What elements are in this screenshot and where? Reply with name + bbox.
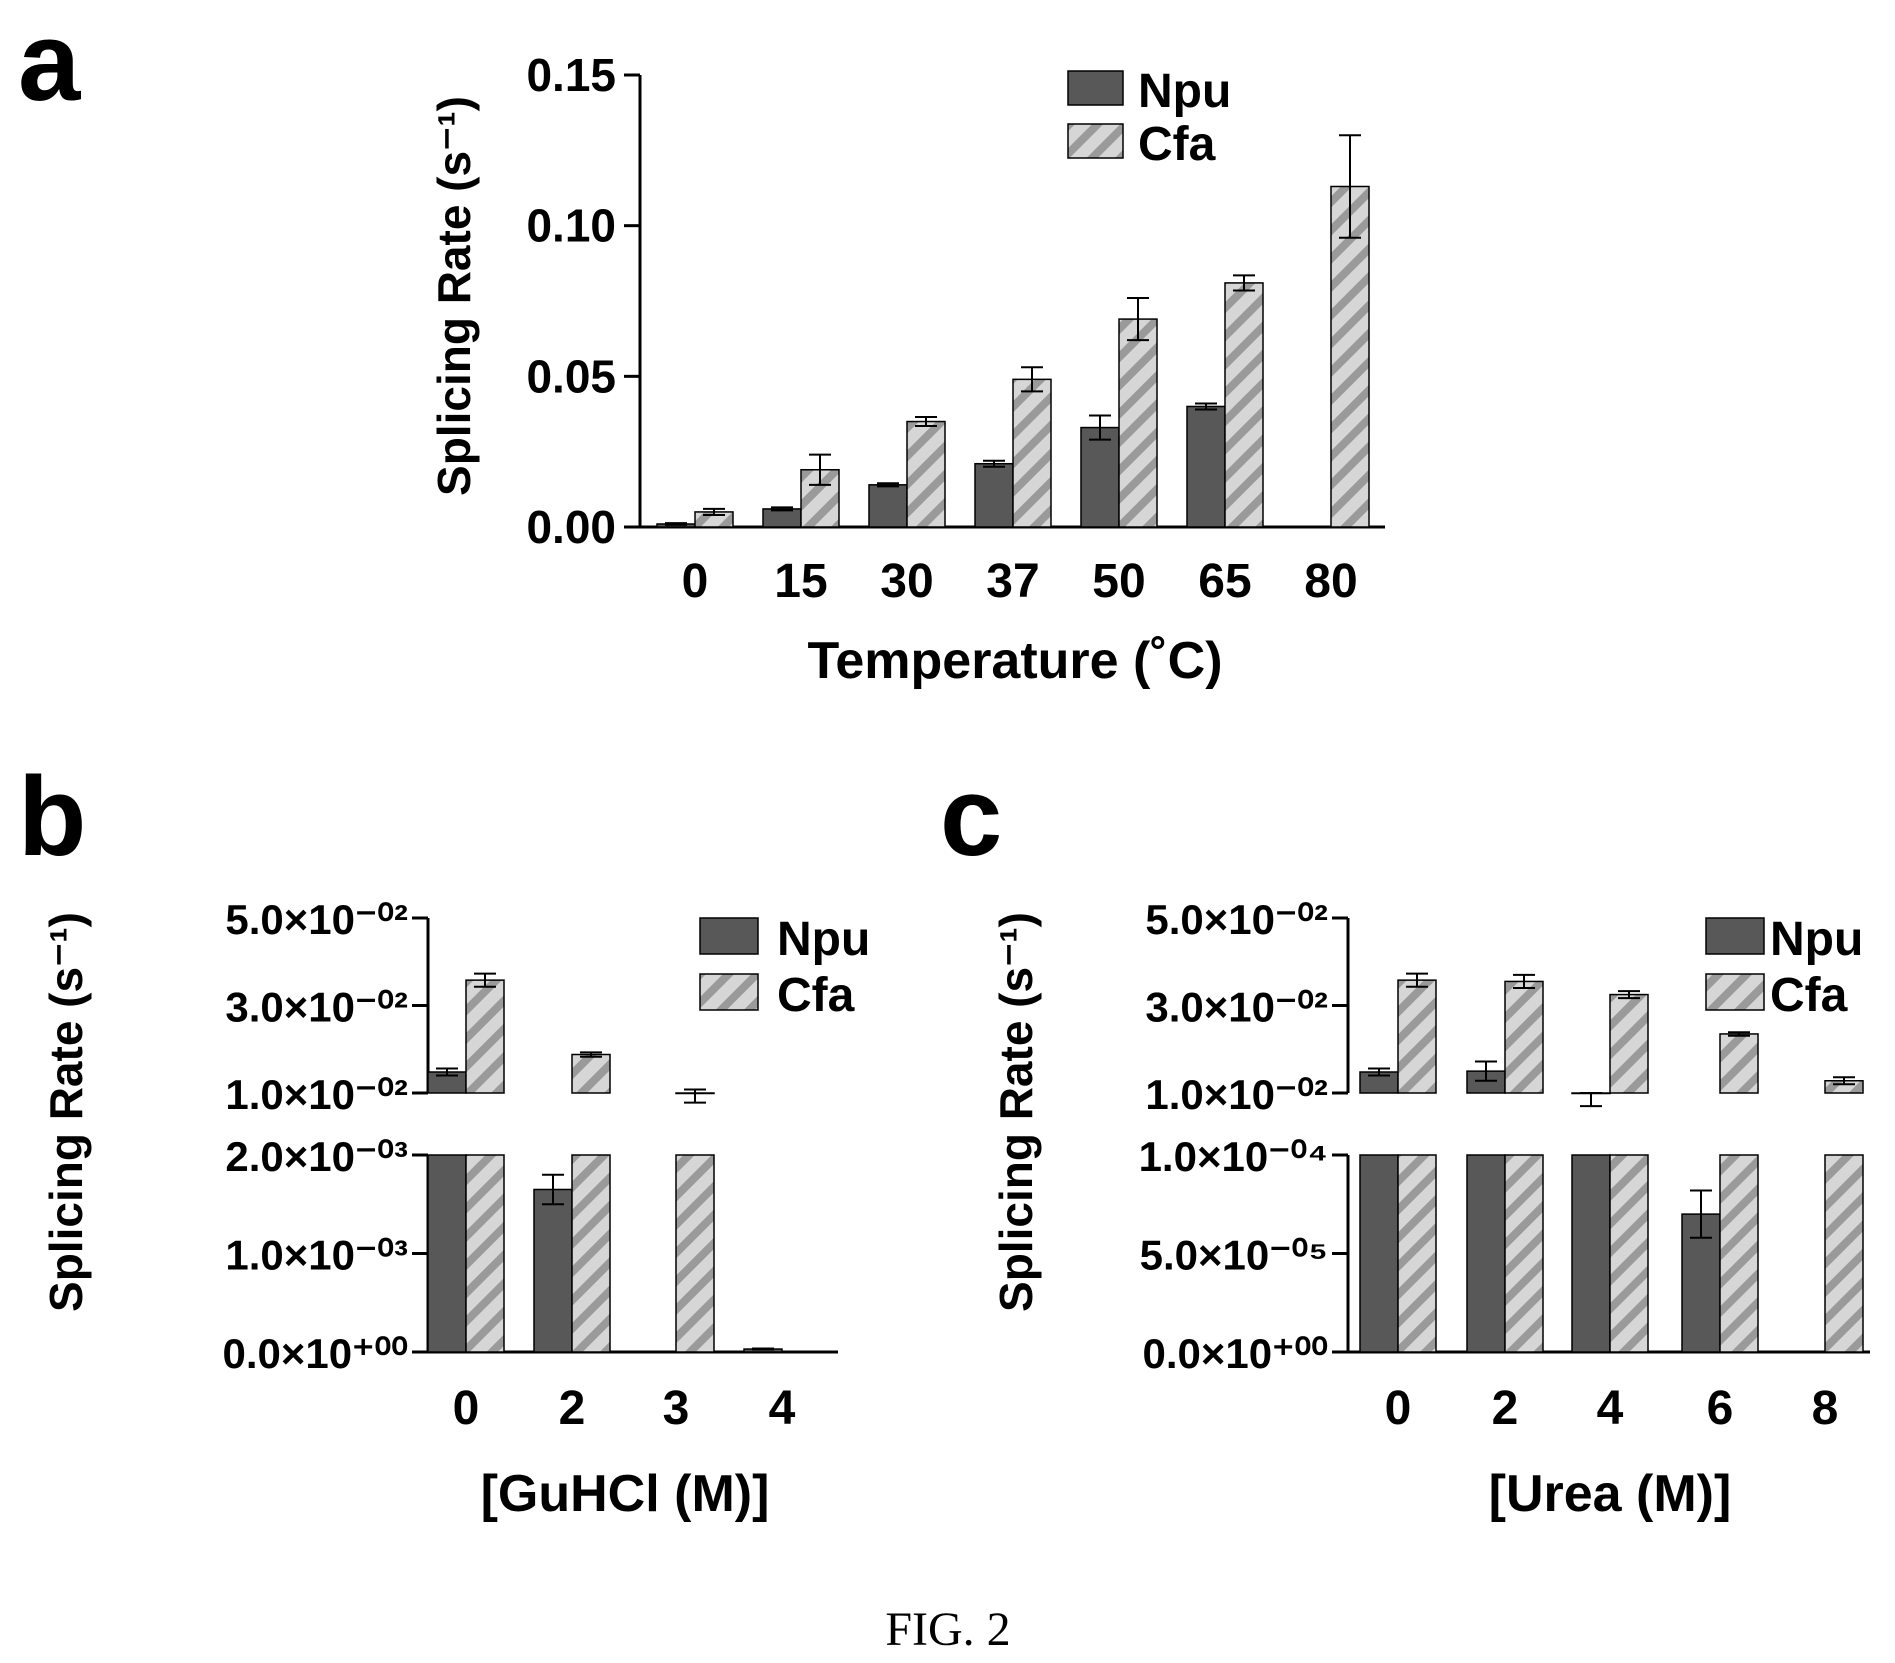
bar-lower-cfa-c (1397, 1154, 1437, 1353)
bar-lower-cfa-c (1609, 1154, 1649, 1353)
bar-lower-cfa-c (1719, 1154, 1759, 1353)
chart-panel-a: Splicing Rate (s⁻¹) Temperature (˚C) Npu… (428, 49, 1385, 690)
y-tick-label-a: 0.15 (526, 49, 616, 101)
legend-swatch-cfa (699, 973, 759, 1011)
y-tick-label-lower-c: 5.0×10⁻⁰⁵ (1140, 1232, 1328, 1279)
panel-letter-b: b (18, 754, 86, 879)
x-tick-label-a: 0 (682, 555, 709, 608)
x-axis-label-b: [GuHCl (M)] (481, 1465, 770, 1523)
legend-swatch-npu (1067, 70, 1124, 106)
x-tick-label-b: 3 (663, 1382, 690, 1435)
y-tick-label-a: 0.10 (526, 200, 616, 252)
bar-upper-cfa-c (1504, 980, 1544, 1094)
y-tick-label-upper-c: 3.0×10⁻⁰² (1145, 984, 1328, 1031)
bar-npu-a (974, 462, 1014, 528)
legend-swatch-cfa (1705, 973, 1765, 1011)
legend-label-cfa: Cfa (1770, 969, 1848, 1022)
y-tick-label-upper-c: 1.0×10⁻⁰² (1145, 1071, 1328, 1118)
x-tick-label-a: 80 (1304, 555, 1357, 608)
bar-lower-npu-b (427, 1154, 467, 1353)
bar-cfa-a (1118, 318, 1158, 528)
bar-upper-cfa-b (571, 1053, 611, 1094)
panel-letter-c: c (940, 754, 1002, 879)
x-tick-label-c: 2 (1492, 1382, 1519, 1435)
bar-cfa-a (1012, 378, 1052, 528)
y-axis-label-a: Splicing Rate (s⁻¹) (428, 96, 480, 496)
x-tick-label-a: 37 (986, 555, 1039, 608)
legend-swatch-cfa (1067, 123, 1124, 159)
legend-a: Npu Cfa (1067, 65, 1231, 171)
y-tick-label-upper-b: 3.0×10⁻⁰² (225, 984, 408, 1031)
y-tick-label-lower-b: 1.0×10⁻⁰³ (225, 1232, 408, 1279)
legend-swatch-npu (1705, 917, 1765, 955)
legend-label-npu: Npu (777, 913, 870, 966)
y-tick-label-lower-c: 1.0×10⁻⁰⁴ (1139, 1133, 1328, 1180)
legend-label-npu: Npu (1138, 65, 1231, 118)
bar-lower-npu-c (1571, 1154, 1611, 1353)
chart-panel-c: Splicing Rate (s⁻¹) [Urea (M)] Npu Cfa 1… (990, 896, 1870, 1523)
bar-npu-a (1080, 426, 1120, 528)
y-tick-label-lower-c: 0.0×10⁺⁰⁰ (1143, 1330, 1329, 1377)
x-tick-label-c: 6 (1707, 1382, 1734, 1435)
bar-cfa-a (906, 420, 946, 528)
bar-lower-npu-c (1466, 1154, 1506, 1353)
x-tick-label-a: 50 (1092, 555, 1145, 608)
legend-c: Npu Cfa (1705, 913, 1863, 1022)
y-tick-label-upper-b: 5.0×10⁻⁰² (225, 896, 408, 943)
x-tick-label-b: 0 (453, 1382, 480, 1435)
x-tick-label-a: 15 (774, 555, 827, 608)
bar-lower-cfa-b (465, 1154, 505, 1353)
bar-npu-a (868, 484, 908, 528)
x-tick-label-c: 8 (1812, 1382, 1839, 1435)
y-tick-label-upper-c: 5.0×10⁻⁰² (1145, 896, 1328, 943)
bar-lower-cfa-b (675, 1154, 715, 1353)
bar-upper-cfa-b (465, 979, 505, 1094)
bar-npu-a (1186, 405, 1226, 528)
legend-label-cfa: Cfa (777, 969, 855, 1022)
bar-upper-cfa-c (1719, 1033, 1759, 1094)
x-axis-label-a: Temperature (˚C) (807, 632, 1222, 690)
x-tick-label-b: 2 (559, 1382, 586, 1435)
y-axis-label-b: Splicing Rate (s⁻¹) (40, 912, 92, 1312)
y-tick-label-lower-b: 0.0×10⁺⁰⁰ (223, 1330, 409, 1377)
bar-lower-cfa-c (1504, 1154, 1544, 1353)
legend-b: Npu Cfa (699, 913, 870, 1022)
bar-lower-cfa-c (1824, 1154, 1864, 1353)
x-tick-label-b: 4 (769, 1382, 796, 1435)
bar-cfa-a (1224, 282, 1264, 528)
x-tick-label-a: 30 (880, 555, 933, 608)
y-tick-label-upper-b: 1.0×10⁻⁰² (225, 1071, 408, 1118)
x-axis-label-c: [Urea (M)] (1489, 1465, 1732, 1523)
y-axis-label-c: Splicing Rate (s⁻¹) (990, 912, 1042, 1312)
bar-lower-npu-b (533, 1188, 573, 1353)
bar-lower-npu-c (1359, 1154, 1399, 1353)
legend-label-npu: Npu (1770, 913, 1863, 966)
bar-upper-cfa-c (1609, 993, 1649, 1094)
y-tick-label-a: 0.05 (526, 350, 616, 402)
bar-cfa-a (1330, 185, 1370, 528)
panel-letter-a: a (18, 0, 81, 124)
x-tick-label-a: 65 (1198, 555, 1251, 608)
x-tick-label-c: 4 (1597, 1382, 1624, 1435)
y-tick-label-lower-b: 2.0×10⁻⁰³ (225, 1133, 408, 1180)
chart-panel-b: Splicing Rate (s⁻¹) [GuHCl (M)] Npu Cfa … (40, 896, 870, 1523)
bar-upper-cfa-c (1397, 979, 1437, 1094)
x-tick-label-c: 0 (1385, 1382, 1412, 1435)
bar-lower-cfa-b (571, 1154, 611, 1353)
legend-swatch-npu (699, 917, 759, 955)
bar-npu-a (762, 508, 802, 528)
legend-label-cfa: Cfa (1138, 118, 1216, 171)
y-tick-label-a: 0.00 (526, 501, 616, 553)
figure-caption: FIG. 2 (885, 1603, 1010, 1656)
